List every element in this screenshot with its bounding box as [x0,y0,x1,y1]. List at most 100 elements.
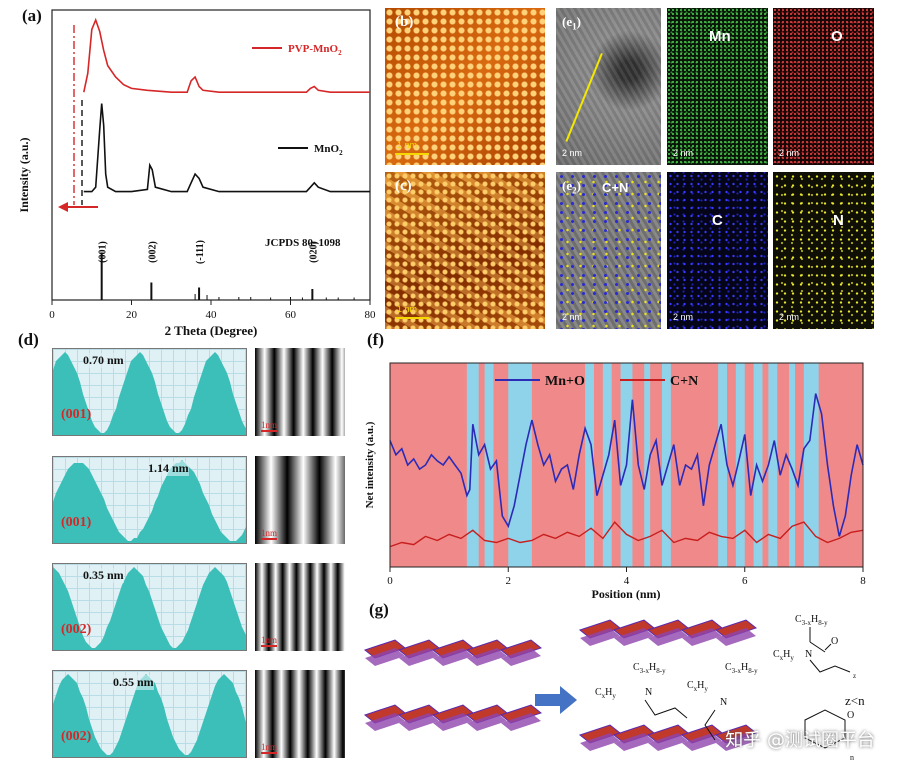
ring-o: O [847,710,854,721]
xrd-jcpds-label: JCPDS 80–1098 [265,237,341,249]
pvp-right-alkyl: CxHy [773,649,794,662]
layer-cell-c-2 [646,619,690,646]
panel-e1-mn-label: Mn [709,28,731,45]
pvp-right-n: N [805,649,812,660]
profile-tick-label-2: 4 [624,575,630,587]
panel-f-line-profile: (f) 0 2 4 6 8 Net intensity (a.u.) Position … [345,330,885,605]
layer-cell-d-3 [680,724,724,751]
panel-e2-label: (e2) [562,178,581,196]
pvp-mid-n-2: N [720,697,727,708]
panel-d-scale-2: 1nm [261,635,278,647]
panel-d-plane-0: (001) [61,407,92,422]
panel-c-scale-text: 1 nm [397,304,418,314]
layer-cell-b-4 [499,704,543,731]
profile-legend-mn-o: Mn+O [545,374,585,389]
panel-d-fringe-image-2: 1nm [255,563,345,651]
panel-d-wave-3 [53,674,246,757]
profile-line-mn-o [389,393,864,537]
xrd-tick-label-1: 20 [126,309,138,321]
profile-band-9 [735,363,745,567]
xrd-chart: Intensity (a.u.) 2 Theta (Degree) 0 20 40 6… [17,9,376,338]
panel-e1-mn-map: Mn 2 nm [667,8,768,165]
panel-b-scalebar [395,153,429,155]
panel-e2-n-map: N 2 nm [773,172,874,329]
mno2-layer-stacks [363,619,758,751]
panel-d-plane-2: (002) [61,622,92,637]
panel-d-plane-1: (001) [61,515,92,530]
xrd-x-ticks: 0 20 40 60 80 [49,300,376,321]
panel-e1-mn-scale: 2 nm [673,148,694,158]
layer-cell-a-1 [397,639,441,666]
panel-d-scale-3: 1nm [261,742,278,754]
panel-d-profile-1: 1.14 nm (001) [52,456,247,544]
panel-c-scalebar [395,317,429,319]
profile-band-2 [508,363,532,567]
layer-cell-d-1 [612,724,656,751]
panel-a-label: (a) [22,6,42,25]
profile-xlabel: Position (nm) [592,587,661,601]
profile-chart: 0 2 4 6 8 Net intensity (a.u.) Position (nm)… [364,362,866,601]
schematic-drawing: C3-xH8-y O N CxHy z z<n O n C3-xH8-y N C… [363,614,865,762]
panel-e1-scale-text: 2 nm [562,148,583,158]
panel-d-wave-0 [53,352,246,435]
pvp-mid-n: N [645,687,652,698]
layer-cell-d-0 [578,724,622,751]
layer-cell-a-4 [499,639,543,666]
panel-e2-c-scale: 2 nm [673,312,694,322]
layer-cell-b-1 [397,704,441,731]
ring-n: n [850,753,854,762]
xrd-legend-pvp: PVP-MnO2 [288,43,342,57]
reference-peak-label-11: (020) [308,241,319,263]
panel-d-wave-fill-0 [53,352,246,435]
panel-d-fringe-image-3: 1nm [255,670,345,758]
xrd-line-mno2 [83,103,370,193]
xrd-tick-label-0: 0 [49,309,55,321]
layer-cell-c-3 [680,619,724,646]
panel-b-label: (b) [395,14,414,30]
intercalation-arrow [535,686,577,714]
reference-peak-label-2: (-111) [195,240,206,264]
profile-band-13 [803,363,819,567]
panel-e1-haadf-image: (e1) 2 nm [556,8,661,165]
panel-c-stem-image: (c) 1 nm [385,172,545,329]
layer-cell-c-1 [612,619,656,646]
profile-band-4 [602,363,612,567]
pvp-fragment-middle: C3-xH8-y N CxHy CxHy C3-xH8-y N [595,662,758,741]
panel-e1-line-scan [565,53,603,142]
profile-band-0 [466,363,479,567]
panel-b-stem-image: (b) 1 nm [385,8,545,165]
profile-line-c-n [389,521,864,548]
profile-tick-label-1: 2 [506,575,512,587]
xrd-tick-label-2: 40 [206,309,218,321]
xrd-reference-peaks: (001) (002) (-111) (020) [98,240,355,300]
panel-d-wave-2 [53,567,246,650]
panel-d-label: (d) [18,330,39,349]
xrd-xlabel: 2 Theta (Degree) [165,323,258,338]
layer-cell-c-0 [578,619,622,646]
layer-cell-a-0 [363,639,407,666]
panel-d-spacing-2: 0.35 nm [83,568,124,583]
profile-band-3 [585,363,594,567]
layer-cell-a-3 [465,639,509,666]
panel-e2-cn-label: C+N [602,180,629,195]
panel-e1-label: (e1) [562,14,581,32]
profile-band-7 [661,363,671,567]
panel-e2-scale-text: 2 nm [562,312,583,322]
panel-g-label: (g) [369,600,389,619]
layer-cell-c-4 [714,619,758,646]
xrd-line-pvp-mno2 [83,17,370,93]
pvp-right-o: O [831,636,838,647]
panel-a-xrd: (a) Intensity (a.u.) 2 Theta (Degree) 0 2… [0,0,380,340]
panel-e2-overlay-image: (e2) C+N 2 nm [556,172,661,329]
pvp-mid-formula-1: C3-xH8-y [633,662,666,675]
profile-legend-c-n: C+N [670,374,698,389]
pvp-mid-formula-2: C3-xH8-y [725,662,758,675]
layer-cell-d-4 [714,724,758,751]
panel-d-wave-fill-3 [53,674,246,757]
profile-band-11 [768,363,778,567]
panel-e2-c-map: C 2 nm [667,172,768,329]
panel-e2-n-label: N [833,212,844,229]
panel-d-scale-0: 1nm [261,420,278,432]
panel-d-spacing-1: 1.14 nm [148,461,189,476]
profile-tick-label-3: 6 [742,575,748,587]
